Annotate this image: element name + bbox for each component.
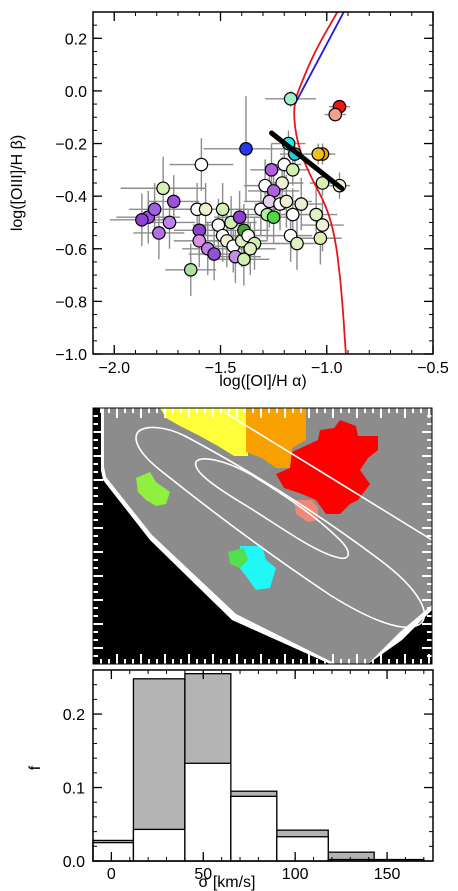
scatter-point xyxy=(315,218,330,232)
bpt-x-axis-label: log([OI]/H α) xyxy=(219,373,306,390)
scatter-point xyxy=(232,210,247,224)
scatter-point xyxy=(152,226,166,240)
hist-frame xyxy=(92,669,434,862)
y-tick-label: 0.2 xyxy=(63,707,85,724)
scatter-point xyxy=(285,163,300,177)
x-tick-label: −1.0 xyxy=(311,360,343,377)
map-ticks xyxy=(93,408,432,664)
map-corner-patch xyxy=(410,520,420,532)
scatter-point xyxy=(207,247,221,261)
scatter-point xyxy=(264,163,279,177)
scatter-point xyxy=(135,213,149,227)
hist-y-axis-label: f xyxy=(27,765,44,770)
scatter-point xyxy=(243,241,258,256)
scatter-point xyxy=(275,176,289,190)
y-tick-label: 0.0 xyxy=(65,84,87,101)
bpt-points xyxy=(135,92,347,277)
scatter-point xyxy=(239,142,253,156)
hist-bars xyxy=(92,673,425,862)
hist-bar-white xyxy=(92,841,135,862)
scatter-point xyxy=(294,197,309,211)
x-tick-label: −1.5 xyxy=(205,360,237,377)
scatter-point xyxy=(194,157,209,172)
y-tick-label: 0.2 xyxy=(65,31,87,48)
x-tick-label: 50 xyxy=(194,866,212,883)
scatter-point xyxy=(166,194,181,209)
bpt-panel: −2.0 −1.5 −1.0 −0.5 −1.0 −0.8 −0.6 −0.4 −0.2 0.0 0… xyxy=(9,11,449,390)
scatter-point xyxy=(311,147,326,161)
seyfert-liner-line xyxy=(294,12,345,105)
scatter-point xyxy=(156,181,170,196)
scatter-point xyxy=(279,194,294,209)
bpt-axes: −2.0 −1.5 −1.0 −0.5 −1.0 −0.8 −0.6 −0.4 −0.2 0.0 0… xyxy=(55,11,449,377)
scatter-point xyxy=(266,210,281,224)
hist-panel: 0 50 100 150 0.0 0.1 0.2 σ [km/s] f xyxy=(27,669,434,891)
map-frame xyxy=(92,407,433,665)
bpt-error-bars xyxy=(110,90,351,297)
map-black-patch-bottom-left xyxy=(93,500,300,664)
scatter-point xyxy=(183,263,198,277)
y-tick-label: −0.4 xyxy=(55,189,87,206)
y-tick-label: 0.0 xyxy=(63,854,85,871)
y-tick-label: −0.8 xyxy=(55,294,87,311)
scatter-point xyxy=(290,236,304,251)
scatter-point xyxy=(198,202,213,217)
hist-bar-white xyxy=(184,762,232,862)
scatter-point xyxy=(283,92,298,106)
y-tick-label: −0.6 xyxy=(55,242,87,259)
scatter-point xyxy=(315,176,330,190)
x-tick-label: 0 xyxy=(107,866,116,883)
scatter-point xyxy=(313,231,328,246)
x-tick-label: −0.5 xyxy=(417,360,449,377)
map-region-light-green xyxy=(136,472,170,506)
scatter-point xyxy=(237,252,251,267)
scatter-point xyxy=(285,207,300,222)
fit-line xyxy=(269,130,345,191)
hist-x-axis-label: σ [km/s] xyxy=(199,874,256,891)
scatter-point xyxy=(309,207,323,222)
map-region-green xyxy=(228,548,248,568)
hist-axes: 0 50 100 150 0.0 0.1 0.2 xyxy=(63,669,433,883)
map-region-cyan xyxy=(238,546,276,590)
hist-bar-white xyxy=(132,828,186,862)
hist-bar-white xyxy=(230,795,278,862)
map-contours xyxy=(135,411,432,628)
y-tick-label: 0.1 xyxy=(63,781,85,798)
map-panel xyxy=(92,407,433,665)
x-tick-label: 100 xyxy=(282,866,309,883)
y-tick-label: −0.2 xyxy=(55,137,87,154)
scatter-point xyxy=(162,215,177,230)
map-region-yellow xyxy=(160,408,248,456)
y-tick-label: −1.0 xyxy=(55,347,87,364)
x-tick-label: −2.0 xyxy=(98,360,130,377)
scatter-point xyxy=(147,202,162,217)
hist-bar-white xyxy=(276,836,329,862)
scatter-point xyxy=(192,234,207,248)
bpt-y-axis-label: log([OIII]/H β) xyxy=(9,135,26,231)
scatter-point xyxy=(215,202,230,217)
scatter-point xyxy=(328,107,343,122)
x-tick-label: 150 xyxy=(374,866,401,883)
